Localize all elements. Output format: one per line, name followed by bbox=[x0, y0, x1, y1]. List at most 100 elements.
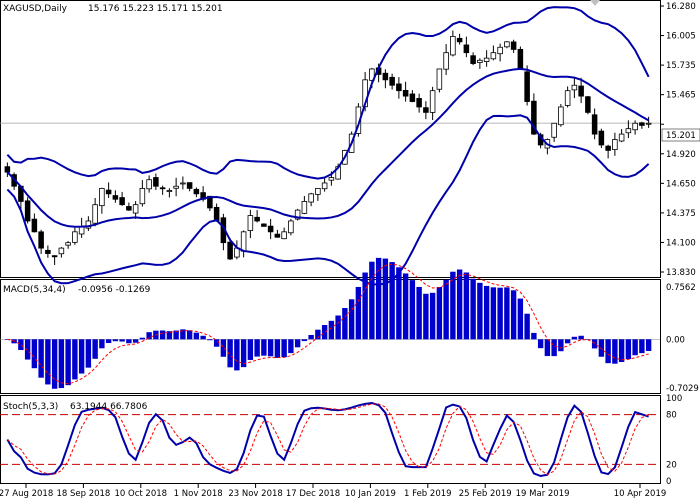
candle-body bbox=[294, 209, 301, 220]
price-tick-label: 16.005 bbox=[666, 32, 696, 42]
macd-bar bbox=[524, 313, 530, 340]
price-tick-label: 16.280 bbox=[666, 2, 696, 12]
bollinger-middle-band bbox=[6, 67, 650, 228]
macd-bar bbox=[470, 278, 476, 340]
stoch-tick-label: 20 bbox=[666, 460, 677, 470]
macd-bar bbox=[105, 339, 112, 344]
candle-body bbox=[598, 130, 605, 146]
price-panel-frame bbox=[0, 0, 661, 278]
macd-bar bbox=[247, 339, 254, 360]
macd-bar bbox=[504, 287, 510, 340]
candle-body bbox=[456, 37, 463, 43]
macd-bar bbox=[342, 308, 348, 340]
candle-body bbox=[45, 249, 51, 254]
candle-body bbox=[396, 83, 402, 92]
candle-body bbox=[443, 52, 449, 70]
candle-body bbox=[571, 84, 578, 91]
candle-body bbox=[213, 206, 220, 222]
candle-body bbox=[227, 241, 233, 260]
candle-body bbox=[281, 231, 287, 240]
macd-bar bbox=[436, 286, 443, 340]
macd-bar bbox=[227, 339, 233, 368]
macd-title: MACD(5,34,4) bbox=[3, 285, 66, 295]
candle-body bbox=[126, 206, 132, 211]
date-tick-label: 10 Apr 2019 bbox=[614, 489, 667, 499]
candle-body bbox=[429, 90, 436, 113]
candle-body bbox=[483, 57, 490, 62]
date-tick-label: 19 Mar 2019 bbox=[516, 489, 570, 499]
candle-body bbox=[92, 204, 98, 224]
stoch-axis: 100 80 20 0 bbox=[666, 394, 682, 487]
candle-body bbox=[247, 215, 254, 231]
candle-body bbox=[551, 122, 557, 138]
macd-bar bbox=[146, 332, 152, 340]
macd-bar bbox=[409, 280, 416, 340]
candle-body bbox=[564, 90, 571, 106]
candle-body bbox=[308, 193, 314, 203]
macd-chart[interactable] bbox=[0, 257, 660, 389]
macd-bar bbox=[618, 339, 625, 363]
candle-body bbox=[591, 114, 598, 135]
candle-body bbox=[625, 128, 632, 134]
macd-bar bbox=[72, 339, 78, 380]
macd-bar bbox=[78, 339, 85, 374]
candle-body bbox=[490, 52, 497, 60]
price-tick-label: 15.735 bbox=[666, 61, 696, 71]
macd-bar bbox=[632, 339, 638, 356]
macd-bar bbox=[31, 339, 38, 369]
macd-tick-label: 0.00 bbox=[666, 335, 685, 345]
candle-body bbox=[99, 187, 105, 207]
macd-bar bbox=[261, 339, 267, 356]
macd-bar bbox=[335, 315, 341, 340]
macd-bar bbox=[240, 339, 247, 368]
macd-bar bbox=[180, 329, 186, 340]
candle-body bbox=[402, 89, 409, 97]
date-tick-label: 1 Nov 2018 bbox=[174, 489, 223, 499]
macd-bar bbox=[65, 339, 71, 386]
macd-bar bbox=[362, 272, 368, 340]
macd-bar bbox=[645, 339, 652, 351]
price-tick-label: 14.920 bbox=[666, 150, 696, 160]
macd-bar bbox=[369, 261, 375, 340]
macd-bar bbox=[612, 339, 618, 364]
macd-bar bbox=[126, 339, 132, 344]
price-axis: 16.280 16.005 15.735 15.465 14.920 14.650 14.3… bbox=[660, 2, 696, 278]
macd-bar bbox=[510, 290, 517, 340]
macd-bar bbox=[24, 339, 31, 360]
last-price-label: 15.201 bbox=[666, 131, 696, 141]
date-tick-label: 10 Oct 2018 bbox=[115, 489, 168, 499]
candle-body bbox=[531, 100, 537, 135]
candle-body bbox=[470, 55, 476, 64]
stoch-values: 63.1944 66.7806 bbox=[70, 402, 148, 412]
candle-body bbox=[301, 201, 308, 214]
candle-body bbox=[510, 41, 517, 50]
candle-body bbox=[166, 190, 173, 192]
macd-bar bbox=[396, 267, 402, 340]
candle-body bbox=[504, 41, 510, 48]
macd-bar bbox=[605, 339, 611, 364]
candle-body bbox=[146, 179, 152, 190]
macd-bar bbox=[490, 287, 497, 340]
macd-bar bbox=[193, 332, 200, 340]
macd-signal-line bbox=[7, 263, 649, 385]
price-chart[interactable] bbox=[0, 6, 660, 286]
candle-body bbox=[119, 197, 125, 206]
candle-body bbox=[321, 182, 328, 190]
stochastic-chart[interactable] bbox=[0, 401, 660, 478]
macd-bar bbox=[99, 339, 105, 349]
candle-body bbox=[153, 177, 159, 187]
candle-body bbox=[578, 85, 584, 97]
scroll-marker-icon[interactable] bbox=[590, 0, 600, 6]
macd-bar bbox=[639, 339, 645, 354]
macd-bar bbox=[402, 273, 409, 340]
price-tick-label: 14.375 bbox=[666, 209, 696, 219]
date-tick-label: 18 Sep 2018 bbox=[56, 489, 110, 499]
macd-bar bbox=[58, 339, 65, 389]
macd-bar bbox=[456, 269, 463, 340]
macd-bar bbox=[423, 293, 429, 340]
date-tick-label: 10 Jan 2019 bbox=[345, 489, 396, 499]
candle-body bbox=[173, 185, 179, 189]
macd-bar bbox=[517, 298, 524, 340]
